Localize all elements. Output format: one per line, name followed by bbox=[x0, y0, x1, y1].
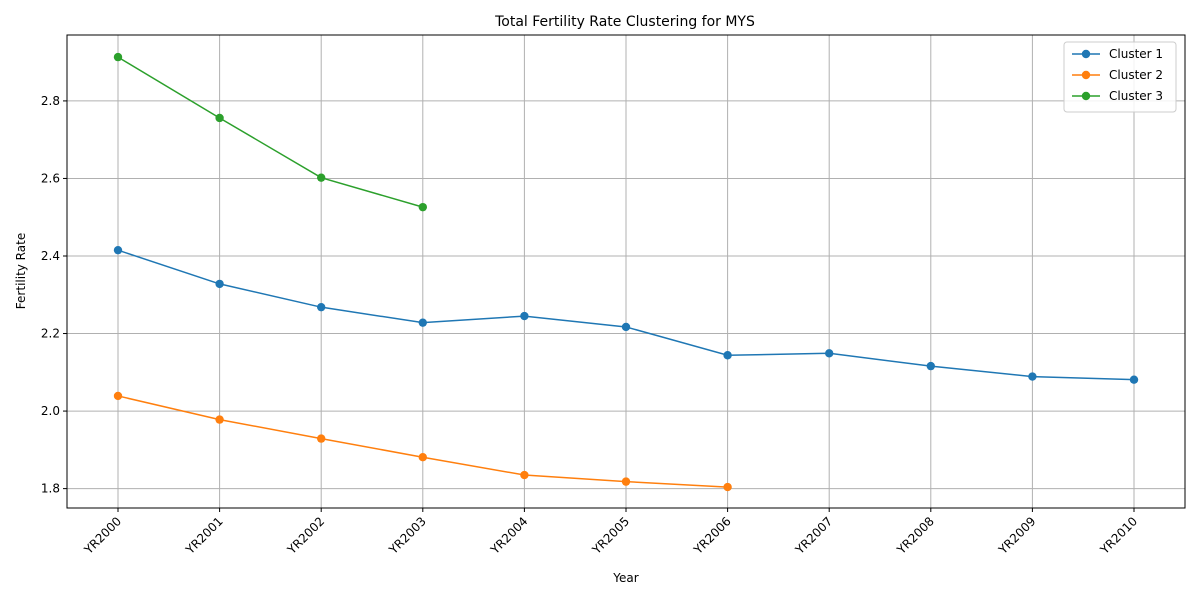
data-point bbox=[621, 322, 631, 332]
x-tick-label: YR2002 bbox=[284, 514, 327, 557]
data-point bbox=[1028, 372, 1037, 381]
x-axis-title: Year bbox=[612, 571, 638, 585]
y-tick-label: 2.0 bbox=[41, 404, 60, 418]
data-point bbox=[723, 482, 732, 492]
x-tick-label: YR2008 bbox=[894, 514, 937, 557]
data-point bbox=[621, 477, 631, 486]
data-point bbox=[113, 245, 123, 255]
chart-title: Total Fertility Rate Clustering for MYS bbox=[494, 14, 755, 30]
y-axis-title: Fertility Rate bbox=[14, 233, 28, 309]
y-tick-label: 1.8 bbox=[41, 482, 60, 496]
data-point bbox=[1129, 375, 1139, 384]
data-point bbox=[113, 52, 123, 62]
x-tick-label: YR2006 bbox=[690, 514, 733, 557]
plot-series bbox=[113, 52, 1139, 492]
data-point bbox=[215, 279, 224, 289]
x-tick-label: YR2003 bbox=[386, 514, 429, 557]
series-3 bbox=[113, 52, 427, 212]
legend: Cluster 1 Cluster 2 Cluster 3 bbox=[1063, 41, 1177, 113]
y-tick-label: 2.4 bbox=[41, 249, 60, 263]
legend-box bbox=[1063, 41, 1177, 113]
x-tick-label: YR2004 bbox=[487, 514, 530, 557]
data-point bbox=[418, 202, 427, 212]
data-point bbox=[317, 434, 326, 443]
y-tick-label: 2.2 bbox=[41, 327, 60, 341]
x-tick-label: YR2005 bbox=[589, 514, 632, 557]
legend-label: Cluster 3 bbox=[1109, 89, 1163, 103]
data-point bbox=[215, 113, 224, 123]
y-axis: 1.8 2.0 2.2 2.4 2.6 2.8 bbox=[41, 94, 67, 496]
data-point bbox=[317, 173, 326, 182]
x-tick-label: YR2001 bbox=[182, 514, 225, 557]
data-point bbox=[418, 318, 427, 327]
y-tick-label: 2.8 bbox=[41, 94, 60, 108]
legend-item: Cluster 2 bbox=[1072, 68, 1163, 82]
x-tick-label: YR2000 bbox=[81, 514, 124, 557]
legend-marker bbox=[1081, 70, 1091, 80]
data-point bbox=[926, 361, 935, 371]
x-tick-label: YR2007 bbox=[792, 514, 835, 557]
legend-marker bbox=[1081, 49, 1091, 59]
data-point bbox=[317, 302, 326, 312]
legend-label: Cluster 1 bbox=[1109, 47, 1163, 61]
legend-marker bbox=[1081, 91, 1091, 101]
legend-label: Cluster 2 bbox=[1109, 68, 1163, 82]
series-2 bbox=[113, 391, 732, 492]
data-point bbox=[520, 470, 529, 480]
data-point bbox=[520, 311, 529, 321]
data-point bbox=[113, 391, 123, 401]
data-point bbox=[418, 453, 427, 462]
data-point bbox=[215, 415, 224, 424]
grid-lines bbox=[67, 35, 1185, 508]
y-tick-label: 2.6 bbox=[41, 171, 60, 185]
data-point bbox=[723, 351, 732, 360]
data-point bbox=[825, 349, 834, 358]
x-axis: YR2000 YR2001 YR2002 YR2003 YR2004 YR2005 YR20… bbox=[81, 508, 1140, 558]
x-tick-label: YR2009 bbox=[995, 514, 1038, 557]
legend-item: Cluster 1 bbox=[1072, 47, 1163, 61]
legend-item: Cluster 3 bbox=[1072, 89, 1163, 103]
x-tick-label: YR2010 bbox=[1097, 514, 1140, 557]
series-line bbox=[117, 56, 424, 208]
series-1 bbox=[113, 245, 1139, 384]
